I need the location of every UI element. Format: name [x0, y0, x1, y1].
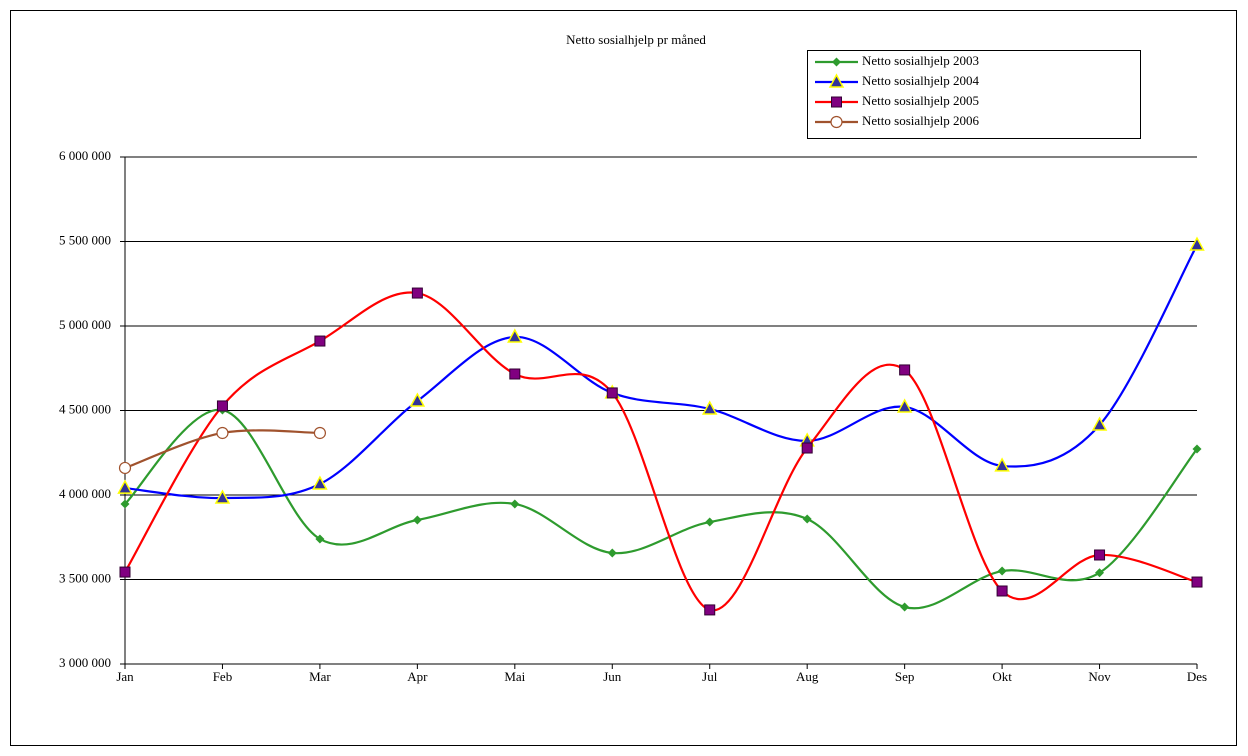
legend-marker — [831, 96, 842, 108]
x-tick-label: Des — [1187, 669, 1207, 684]
legend-label: Netto sosialhjelp 2003 — [862, 53, 979, 68]
legend-label: Netto sosialhjelp 2006 — [862, 113, 979, 128]
legend-label: Netto sosialhjelp 2005 — [862, 93, 979, 108]
chart-title: Netto sosialhjelp pr måned — [566, 32, 706, 47]
marker — [705, 517, 715, 527]
marker — [507, 328, 523, 343]
series-line — [124, 408, 1198, 610]
y-tick-label: 6 000 000 — [59, 148, 111, 163]
x-tick-label: Nov — [1088, 669, 1111, 684]
marker — [216, 400, 228, 412]
marker — [411, 287, 423, 299]
y-tick-label: 5 500 000 — [59, 232, 111, 247]
marker — [120, 499, 130, 509]
marker — [409, 392, 426, 407]
marker — [1192, 444, 1202, 454]
marker — [607, 548, 617, 558]
x-tick-label: Sep — [895, 669, 915, 684]
x-tick-label: Jan — [116, 669, 134, 684]
marker — [1191, 576, 1203, 588]
marker — [896, 398, 913, 413]
marker — [214, 489, 231, 504]
marker — [312, 475, 328, 490]
y-tick-label: 4 000 000 — [59, 486, 111, 501]
marker — [997, 566, 1007, 576]
marker — [1095, 568, 1105, 578]
marker — [118, 461, 132, 475]
legend-box — [807, 50, 1141, 139]
marker — [314, 335, 326, 347]
marker — [801, 442, 813, 454]
marker — [412, 515, 422, 525]
y-tick-label: 3 500 000 — [59, 570, 111, 585]
marker — [899, 364, 911, 376]
marker — [900, 602, 910, 612]
marker — [510, 499, 520, 509]
marker — [315, 534, 325, 544]
legend-marker — [830, 115, 843, 129]
legend-marker — [828, 73, 845, 88]
x-tick-label: Apr — [407, 669, 428, 684]
legend-marker — [832, 57, 841, 67]
x-tick-label: Mai — [504, 669, 525, 684]
marker — [117, 479, 133, 494]
x-tick-label: Okt — [992, 669, 1012, 684]
x-tick-label: Jun — [603, 669, 622, 684]
marker — [313, 426, 327, 440]
x-tick-label: Feb — [213, 669, 233, 684]
marker — [701, 400, 718, 415]
x-tick-label: Aug — [796, 669, 819, 684]
marker — [994, 457, 1010, 472]
marker — [1091, 416, 1108, 431]
marker — [704, 604, 716, 616]
marker — [606, 387, 618, 399]
marker — [996, 585, 1008, 597]
marker — [802, 514, 812, 524]
marker — [216, 426, 229, 440]
marker — [1094, 549, 1106, 561]
y-tick-label: 4 500 000 — [59, 401, 111, 416]
marker — [509, 368, 521, 380]
y-tick-label: 3 000 000 — [59, 655, 111, 670]
legend-label: Netto sosialhjelp 2004 — [862, 73, 979, 88]
marker — [119, 566, 131, 578]
marker — [1189, 236, 1205, 251]
x-tick-label: Mar — [309, 669, 331, 684]
x-tick-label: Jul — [702, 669, 718, 684]
y-tick-label: 5 000 000 — [59, 317, 111, 332]
